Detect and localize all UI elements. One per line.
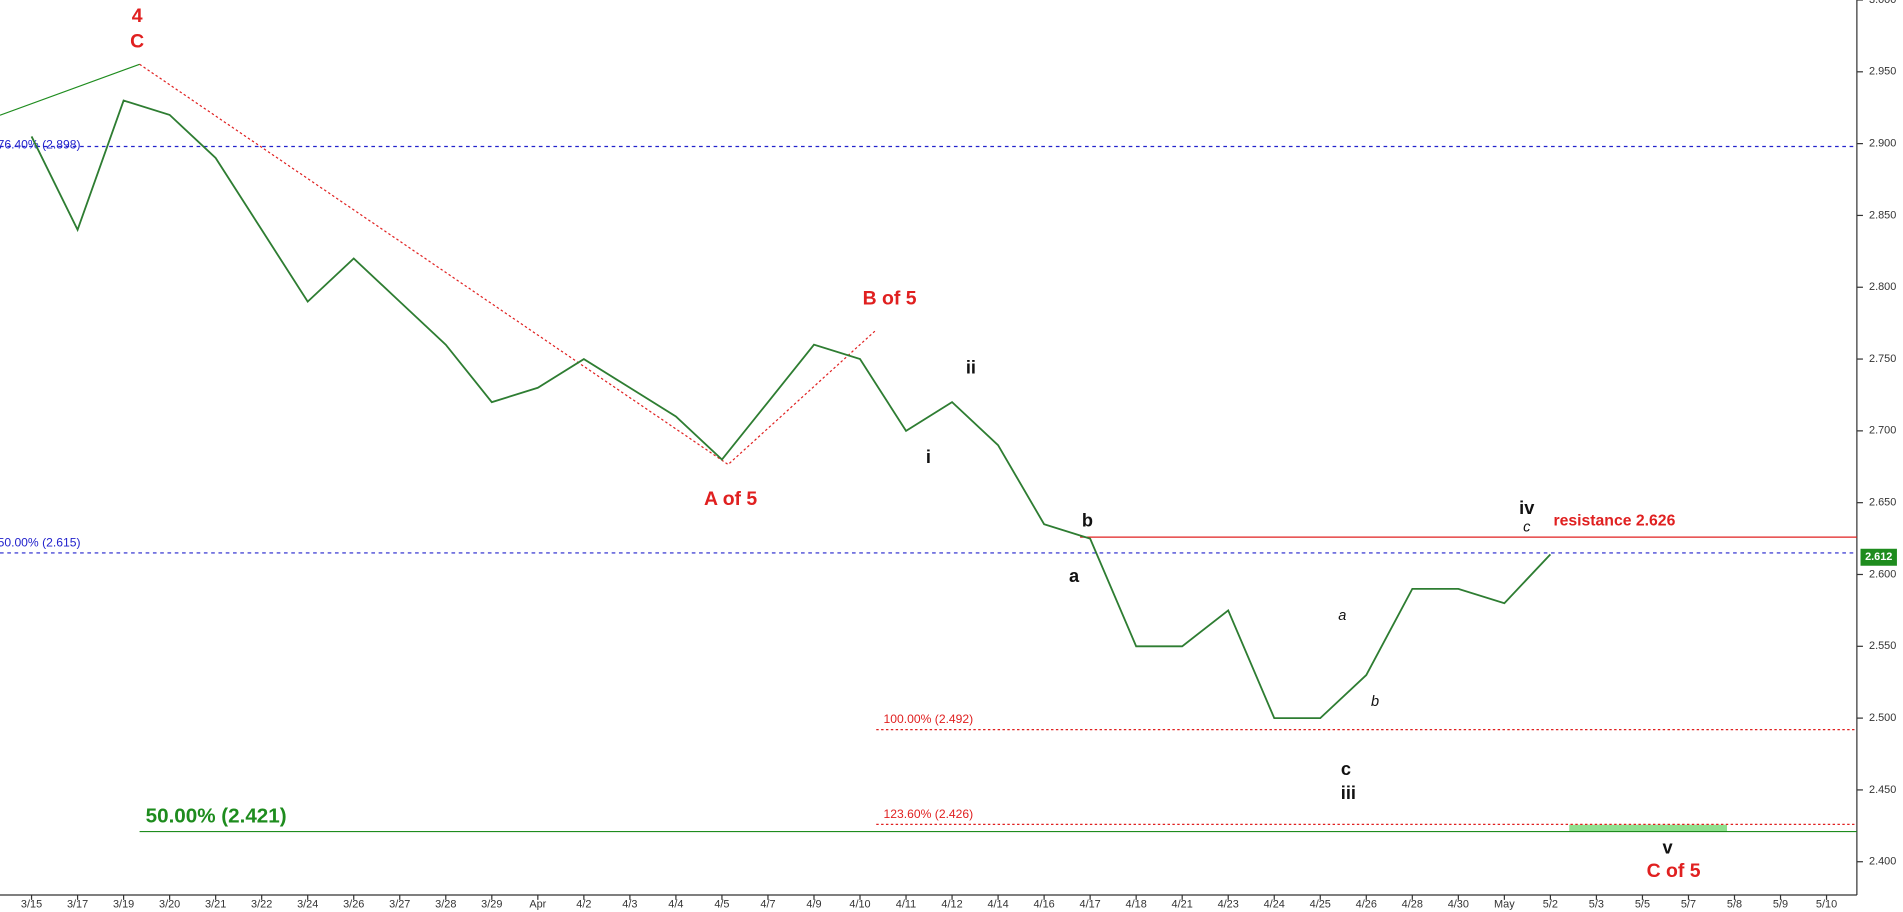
x-tick-label: 3/21	[205, 899, 226, 911]
x-tick-label: 4/2	[576, 899, 591, 911]
x-tick-label: 4/10	[849, 899, 870, 911]
wave-line	[139, 63, 877, 466]
price-line	[30, 99, 1552, 720]
x-tick-label: 4/28	[1402, 899, 1423, 911]
y-tick-label: 2.850	[1869, 209, 1896, 221]
y-tick-label: 2.700	[1869, 425, 1896, 437]
y-tick-label: 2.800	[1869, 281, 1896, 293]
y-tick-label: 2.650	[1869, 497, 1896, 509]
x-tick-label: 5/8	[1727, 899, 1742, 911]
y-tick-label: 2.600	[1869, 568, 1896, 580]
wave-label: C of 5	[1647, 860, 1701, 882]
x-tick-label: 4/23	[1218, 899, 1239, 911]
wave-label: iv	[1519, 498, 1535, 518]
wave-label: c	[1341, 759, 1351, 779]
level-label: 76.40% (2.898)	[0, 137, 81, 151]
wave-label: b	[1082, 510, 1093, 530]
x-tick-label: 4/11	[896, 899, 916, 911]
x-tick-label: 5/10	[1816, 899, 1837, 911]
x-tick-label: 5/5	[1635, 899, 1650, 911]
wave-label: a	[1338, 608, 1346, 624]
x-tick-label: 5/3	[1589, 899, 1604, 911]
x-tick-label: 4/12	[941, 899, 962, 911]
y-tick-label: 2.900	[1869, 137, 1896, 149]
y-tick-label: 2.450	[1869, 784, 1896, 796]
level-label: 100.00% (2.492)	[884, 712, 974, 726]
wave-label: A of 5	[704, 488, 757, 510]
x-tick-label: 3/27	[389, 899, 410, 911]
x-tick-label: 3/29	[481, 899, 502, 911]
wave-label: 4	[132, 5, 143, 27]
wave-label: i	[926, 447, 931, 467]
x-tick-label: 4/24	[1264, 899, 1285, 911]
x-tick-label: 3/22	[251, 899, 272, 911]
x-tick-label: 4/16	[1033, 899, 1054, 911]
y-tick-label: 3.000	[1869, 0, 1896, 6]
y-tick-label: 2.500	[1869, 712, 1896, 724]
wave-label: v	[1662, 838, 1673, 858]
x-tick-label: 4/25	[1310, 899, 1331, 911]
x-tick-label: 4/14	[987, 899, 1008, 911]
x-tick-label: 3/15	[21, 899, 42, 911]
wave-label: B of 5	[863, 288, 917, 310]
x-tick-label: 4/9	[806, 899, 821, 911]
wave-label: iii	[1341, 783, 1356, 803]
wave-label: ii	[966, 357, 976, 377]
x-tick-label: 4/17	[1080, 899, 1101, 911]
wave-label: C	[130, 31, 144, 53]
target-zone	[1569, 824, 1728, 832]
last-price-box	[1860, 548, 1897, 566]
x-tick-label: 5/7	[1681, 899, 1696, 911]
x-tick-label: Apr	[529, 899, 546, 911]
x-tick-label: 3/26	[343, 899, 364, 911]
x-tick-label: May	[1494, 899, 1515, 911]
x-tick-label: 4/7	[760, 899, 775, 911]
x-tick-label: 3/17	[67, 899, 88, 911]
y-tick-label: 2.750	[1869, 353, 1896, 365]
wave-label: b	[1371, 694, 1379, 710]
wave-label: c	[1523, 519, 1531, 535]
x-tick-label: 5/2	[1543, 899, 1558, 911]
x-tick-label: 4/30	[1448, 899, 1469, 911]
wave-label: resistance 2.626	[1553, 513, 1675, 530]
x-tick-label: 4/26	[1356, 899, 1377, 911]
wave-label: a	[1069, 566, 1080, 586]
trend-line	[0, 63, 140, 116]
x-tick-label: 3/28	[435, 899, 456, 911]
x-tick-label: 4/18	[1126, 899, 1147, 911]
x-tick-label: 3/19	[113, 899, 134, 911]
x-tick-label: 4/3	[622, 899, 637, 911]
last-price-label: 2.612	[1865, 551, 1892, 563]
y-tick-label: 2.550	[1869, 640, 1896, 652]
x-tick-label: 4/4	[668, 899, 683, 911]
x-tick-label: 4/5	[714, 899, 729, 911]
level-label: 123.60% (2.426)	[884, 807, 974, 821]
x-tick-label: 4/21	[1172, 899, 1193, 911]
level-label: 50.00% (2.421)	[146, 804, 287, 827]
y-tick-label: 2.400	[1869, 856, 1896, 868]
x-tick-label: 5/9	[1773, 899, 1788, 911]
level-label: 50.00% (2.615)	[0, 535, 81, 549]
y-tick-label: 2.950	[1869, 66, 1896, 78]
x-tick-label: 3/24	[297, 899, 318, 911]
x-tick-label: 3/20	[159, 899, 180, 911]
